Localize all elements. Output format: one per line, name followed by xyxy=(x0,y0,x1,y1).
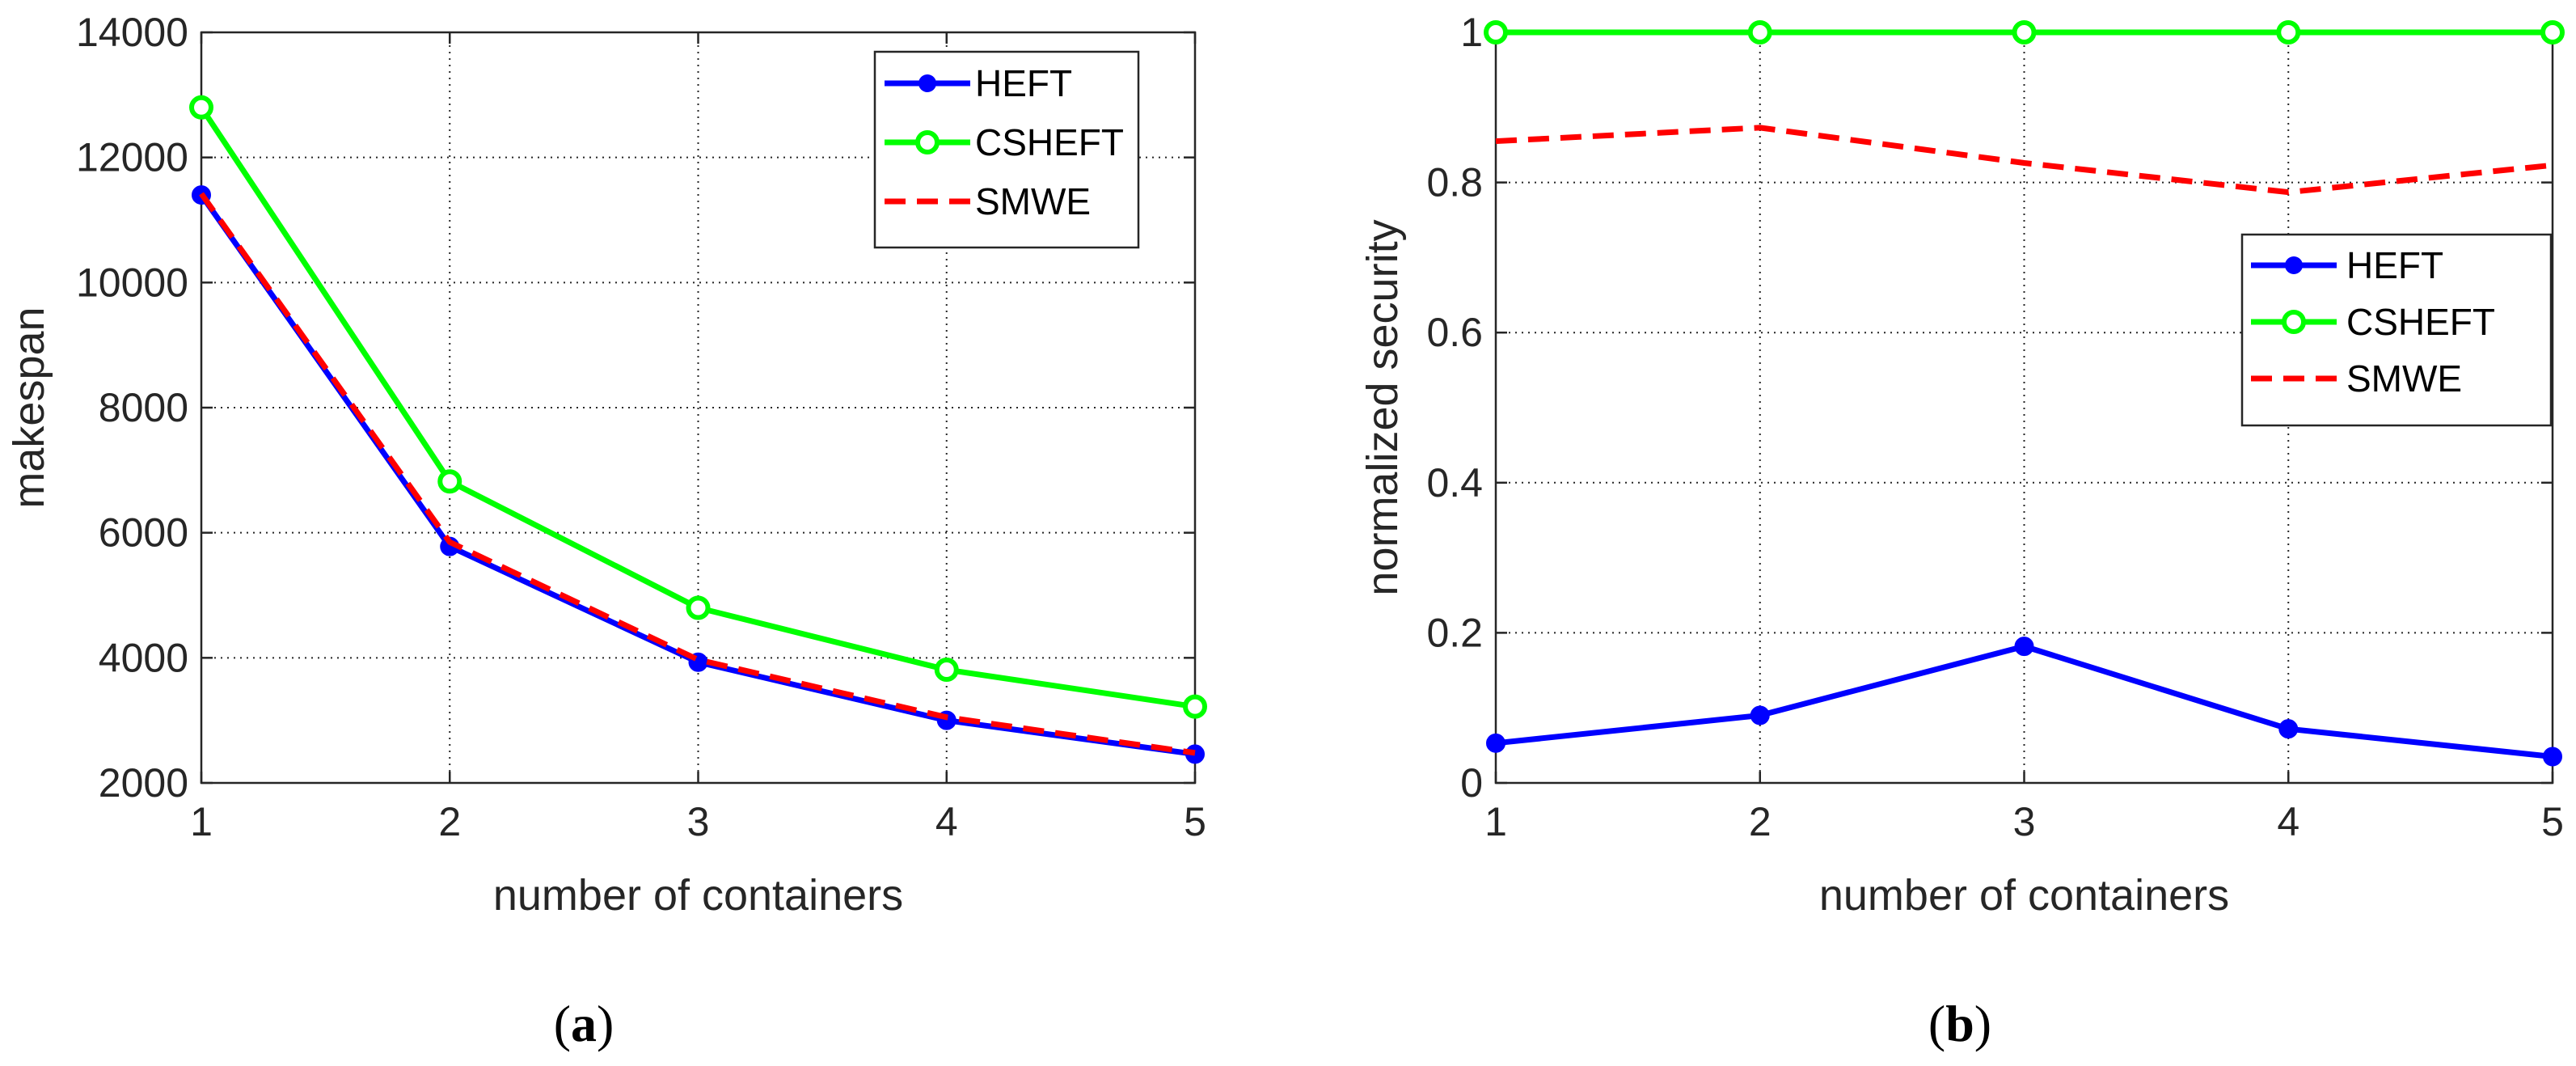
data-point xyxy=(686,595,711,620)
data-point xyxy=(2278,719,2299,739)
legend-label: HEFT xyxy=(2346,244,2443,286)
series-csheft xyxy=(189,95,1207,719)
y-tick-label: 0 xyxy=(1460,760,1483,806)
legend-item: CSHEFT xyxy=(885,121,1124,163)
y-tick-label: 4000 xyxy=(99,635,188,680)
x-tick-label: 3 xyxy=(687,799,710,844)
data-point xyxy=(1484,20,1508,44)
data-point xyxy=(1486,733,1505,753)
chart-a: 1 2 3 4 5 2000 4000 6000 8000 10000 12000 14000 numb… xyxy=(5,10,1207,1052)
legend: HEFT CSHEFT SMWE xyxy=(873,50,1140,249)
y-tick-label: 0.4 xyxy=(1426,460,1483,506)
data-point xyxy=(934,658,959,683)
y-axis-label: normalized security xyxy=(1358,219,1407,595)
y-tick-label: 0.2 xyxy=(1426,610,1483,655)
series-line-smwe xyxy=(199,192,1196,756)
legend-item: SMWE xyxy=(2251,357,2462,400)
y-tick-label: 0.8 xyxy=(1426,160,1483,205)
legend-marker xyxy=(2285,256,2303,274)
y-tick-label: 14000 xyxy=(76,10,188,55)
legend-item: HEFT xyxy=(2251,244,2443,286)
y-tick-label: 8000 xyxy=(99,385,188,430)
y-tick-label: 10000 xyxy=(76,260,188,305)
x-tick-label: 4 xyxy=(2277,799,2299,844)
data-point xyxy=(2276,20,2301,44)
series-csheft xyxy=(1484,20,2565,44)
legend: HEFT CSHEFT SMWE xyxy=(2240,233,2553,427)
x-axis-label: number of containers xyxy=(493,871,903,920)
x-tick-label: 5 xyxy=(2541,799,2564,844)
data-point xyxy=(189,95,213,120)
x-tick-label: 2 xyxy=(438,799,461,844)
legend-label: CSHEFT xyxy=(975,121,1124,163)
y-tick-label: 6000 xyxy=(99,510,188,556)
x-tick-label: 2 xyxy=(1749,799,1772,844)
data-point xyxy=(2543,747,2562,767)
caption: (b) xyxy=(1928,995,1991,1052)
x-tick-label: 4 xyxy=(935,799,958,844)
y-axis-label: makespan xyxy=(5,307,53,508)
legend-marker xyxy=(915,130,940,154)
data-point xyxy=(2012,20,2037,44)
x-tick-label: 3 xyxy=(2013,799,2036,844)
legend-label: SMWE xyxy=(975,180,1091,222)
legend-item: HEFT xyxy=(885,62,1072,104)
y-tick-label: 2000 xyxy=(99,760,188,806)
data-point xyxy=(1750,705,1770,725)
y-tick-label: 0.6 xyxy=(1426,310,1483,355)
series-heft xyxy=(1486,637,2562,767)
data-point xyxy=(1747,20,1772,44)
data-point xyxy=(2014,637,2034,657)
series-smwe xyxy=(199,192,1196,756)
data-point xyxy=(2540,20,2565,44)
legend-label: CSHEFT xyxy=(2346,301,2495,343)
x-tick-label: 1 xyxy=(190,799,213,844)
caption: (a) xyxy=(554,995,614,1052)
y-tick-label: 12000 xyxy=(76,135,188,180)
series-smwe xyxy=(1495,125,2553,196)
x-axis-label: number of containers xyxy=(1819,871,2229,920)
data-point xyxy=(1183,694,1207,719)
legend-item: CSHEFT xyxy=(2251,301,2495,343)
chart-b: 1 2 3 4 5 0 0.2 0.4 0.6 0.8 1 number of containers n… xyxy=(1358,10,2565,1052)
x-tick-label: 1 xyxy=(1484,799,1507,844)
x-tick-label: 5 xyxy=(1184,799,1206,844)
series-line-smwe xyxy=(1495,125,2553,196)
legend-label: HEFT xyxy=(975,62,1072,104)
legend-item: SMWE xyxy=(885,180,1091,222)
y-tick-label: 1 xyxy=(1460,10,1483,55)
data-point xyxy=(437,469,462,494)
legend-marker xyxy=(2282,310,2306,334)
legend-label: SMWE xyxy=(2346,357,2462,400)
legend-marker xyxy=(918,74,936,92)
